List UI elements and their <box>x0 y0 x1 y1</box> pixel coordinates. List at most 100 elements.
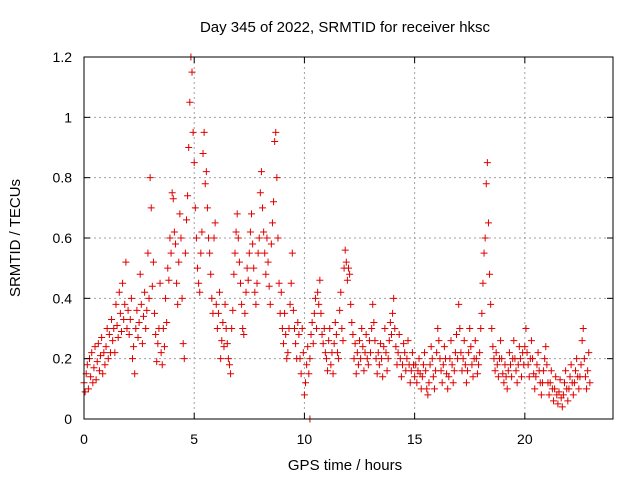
data-point <box>339 337 347 345</box>
data-point <box>186 98 194 106</box>
data-point <box>265 282 273 290</box>
data-point <box>478 309 486 317</box>
data-point <box>188 68 196 76</box>
data-point <box>389 309 397 317</box>
data-point <box>484 219 492 227</box>
data-point <box>547 367 555 375</box>
data-point <box>125 331 133 339</box>
data-point <box>413 379 421 387</box>
data-point <box>160 343 168 351</box>
data-point <box>455 300 463 308</box>
data-point <box>201 180 209 188</box>
data-point <box>117 328 125 336</box>
data-point <box>208 294 216 302</box>
data-point <box>380 343 388 351</box>
data-point <box>559 391 567 399</box>
data-point <box>329 370 337 378</box>
data-point <box>103 325 111 332</box>
data-point <box>447 337 455 345</box>
data-point <box>272 128 280 136</box>
data-point <box>199 150 207 158</box>
data-point <box>87 373 95 381</box>
chart-title: Day 345 of 2022, SRMTID for receiver hks… <box>200 19 491 36</box>
data-point <box>311 294 319 302</box>
data-point <box>336 306 344 314</box>
data-point <box>126 315 134 323</box>
data-point <box>342 258 350 266</box>
data-point <box>102 343 110 351</box>
data-point <box>394 349 402 357</box>
data-point <box>109 337 117 345</box>
data-point <box>326 325 334 332</box>
data-point <box>446 355 454 363</box>
data-point <box>579 325 587 332</box>
data-point <box>352 370 360 378</box>
data-point <box>477 325 485 332</box>
data-point <box>184 192 192 200</box>
data-point <box>516 355 524 363</box>
data-point <box>273 174 281 182</box>
data-point <box>216 288 224 296</box>
data-point <box>399 361 407 369</box>
data-point <box>565 385 573 393</box>
data-point <box>418 373 426 381</box>
data-point <box>460 337 468 345</box>
data-point <box>488 325 496 332</box>
data-point <box>439 361 447 369</box>
y-tick-label: 0.2 <box>53 351 73 367</box>
data-point <box>512 367 520 375</box>
data-point <box>472 355 480 363</box>
data-point <box>297 370 305 378</box>
data-point <box>123 325 131 332</box>
data-point <box>564 397 572 405</box>
data-point <box>384 355 392 363</box>
data-point <box>158 361 166 369</box>
data-point <box>142 325 150 332</box>
data-point <box>167 249 175 257</box>
data-point <box>171 240 179 248</box>
data-point <box>213 325 221 332</box>
data-point <box>267 240 275 248</box>
data-point <box>532 373 540 381</box>
data-point <box>283 355 291 363</box>
data-point <box>220 343 228 351</box>
data-point <box>533 361 541 369</box>
data-point <box>164 264 172 272</box>
data-point <box>121 300 129 308</box>
data-point <box>264 258 272 266</box>
data-point <box>148 282 156 290</box>
data-point <box>99 370 107 378</box>
axis-ticks: 0 5 10 15 20 0 0.2 0.4 0.6 0.8 1 1.2 <box>53 49 613 447</box>
data-point <box>278 325 286 332</box>
data-point <box>577 361 585 369</box>
data-point <box>235 258 243 266</box>
data-point <box>324 367 332 375</box>
data-point <box>481 234 489 242</box>
data-point <box>450 367 458 375</box>
data-point <box>175 258 183 266</box>
data-point <box>337 288 345 296</box>
data-point <box>192 234 200 242</box>
data-point <box>104 355 112 363</box>
data-point <box>367 349 375 357</box>
data-point <box>190 159 198 167</box>
data-point <box>498 355 506 363</box>
data-point <box>386 318 394 326</box>
data-point <box>206 249 214 257</box>
data-point <box>292 340 300 348</box>
data-point <box>140 312 148 320</box>
data-point <box>132 325 140 332</box>
data-point <box>504 367 512 375</box>
data-point <box>387 331 395 339</box>
data-point <box>430 385 438 393</box>
data-point <box>246 228 254 236</box>
data-point <box>202 168 210 176</box>
data-point <box>229 306 237 314</box>
data-point <box>274 234 282 242</box>
data-point <box>166 234 174 242</box>
data-point <box>422 367 430 375</box>
data-point <box>159 325 167 332</box>
data-point <box>217 355 225 363</box>
data-point <box>529 355 537 363</box>
data-point <box>218 337 226 345</box>
